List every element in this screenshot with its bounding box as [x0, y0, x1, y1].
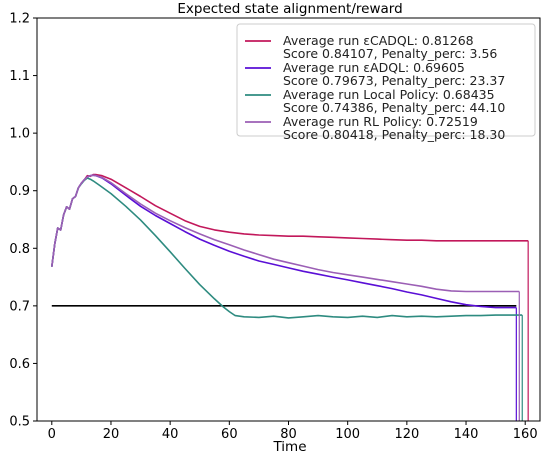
- x-axis: 0 20 40 60 80 100 120 140 160: [48, 421, 538, 442]
- legend-sublabel-2: Score 0.79673, Penalty_perc: 23.37: [283, 73, 505, 88]
- x-tick-label: 140: [454, 427, 479, 442]
- y-tick-label: 1.0: [9, 127, 30, 142]
- x-tick-label: 60: [221, 427, 238, 442]
- y-tick-label: 0.5: [9, 415, 30, 430]
- y-tick-label: 0.7: [9, 299, 30, 314]
- legend-sublabel-4: Score 0.80418, Penalty_perc: 18.30: [283, 127, 505, 142]
- y-tick-label: 1.1: [9, 69, 30, 84]
- x-tick-label: 0: [48, 427, 56, 442]
- x-tick-label: 20: [103, 427, 120, 442]
- x-tick-label: 160: [513, 427, 538, 442]
- legend-label-4: Average run RL Policy: 0.72519: [283, 114, 478, 129]
- y-tick-label: 0.8: [9, 242, 30, 257]
- plot-area: [51, 173, 529, 421]
- x-tick-label: 120: [394, 427, 419, 442]
- legend-label-3: Average run Local Policy: 0.68435: [283, 87, 495, 102]
- y-tick-label: 0.6: [9, 357, 30, 372]
- legend-box: [236, 23, 536, 137]
- x-tick-label: 100: [335, 427, 360, 442]
- legend-sublabel-1: Score 0.84107, Penalty_perc: 3.56: [283, 46, 497, 61]
- series-line-4: [51, 174, 520, 293]
- legend-label-1: Average run εCADQL: 0.81268: [283, 33, 474, 48]
- y-axis: 0.5 0.6 0.7 0.8 0.9 1.0 1.1 1.2: [9, 12, 37, 430]
- y-tick-label: 0.9: [9, 184, 30, 199]
- legend-label-2: Average run εADQL: 0.69605: [283, 60, 465, 75]
- y-tick-label: 1.2: [9, 12, 30, 27]
- x-axis-title: Time: [272, 439, 306, 453]
- chart-title: Expected state alignment/reward: [177, 1, 402, 17]
- x-tick-label: 40: [162, 427, 179, 442]
- x-tick-label: 80: [280, 427, 297, 442]
- legend-sublabel-3: Score 0.74386, Penalty_perc: 44.10: [283, 100, 505, 115]
